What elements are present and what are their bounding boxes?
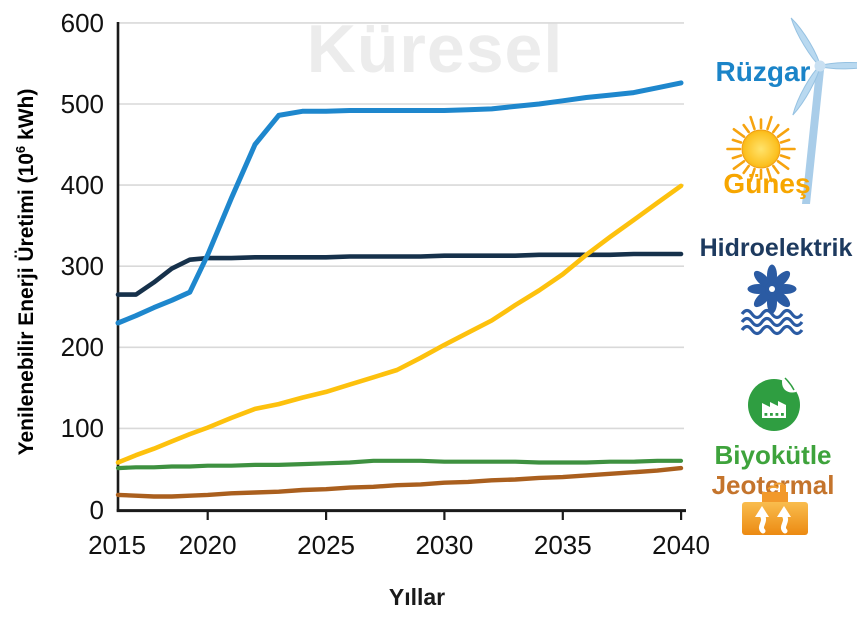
sun-ray (749, 167, 756, 183)
biomass-factory-icon (748, 374, 800, 431)
sun-ray (766, 115, 773, 131)
legend-label-biyokutle: Biyokütle (714, 440, 832, 470)
sun-ray (749, 115, 756, 131)
x-tick-2040: 2040 (652, 530, 711, 560)
gridlines (118, 22, 684, 430)
geothermal-icon (742, 482, 808, 535)
legend-label-hidroelektrik: Hidroelektrik (699, 234, 853, 262)
series-line-gunes (115, 183, 684, 465)
y-tick-600: 600 (60, 7, 104, 38)
sun-ray (742, 123, 751, 134)
y-tick-300: 300 (60, 251, 104, 282)
legend-label-gunes: Güneş (723, 168, 811, 199)
y-tick-100: 100 (60, 413, 104, 444)
x-tick-2030: 2030 (415, 530, 474, 560)
series-line-biyokutle (115, 458, 684, 471)
wind-turbine-icon (790, 17, 857, 204)
sun-ray (766, 167, 773, 183)
series-line-jeotermal (115, 465, 684, 499)
sun-ray (776, 127, 790, 139)
series-line-hidroelektrik (115, 251, 684, 297)
x-tick-2035: 2035 (533, 530, 592, 560)
axes (116, 22, 686, 513)
x-tick-2015: 2015 (88, 530, 146, 560)
y-tick-200: 200 (60, 332, 104, 363)
x-axis-title: Yıllar (388, 584, 446, 610)
legend-label-ruzgar: Rüzgar (715, 56, 811, 87)
series-line-ruzgar (115, 80, 684, 326)
sun-ray (732, 159, 746, 171)
x-tick-2020: 2020 (178, 530, 237, 560)
series-lines (115, 80, 684, 499)
sun-icon (726, 115, 796, 183)
sun-ray (731, 138, 743, 144)
sun-ray (776, 159, 790, 171)
x-axis-ticks (206, 511, 683, 520)
sun-ray (732, 127, 746, 139)
sun-ray (742, 164, 751, 175)
y-tick-400: 400 (60, 170, 104, 201)
sun-ray (771, 164, 780, 175)
x-tick-2025: 2025 (297, 530, 356, 560)
sun-ray (779, 138, 791, 144)
y-tick-0: 0 (89, 494, 104, 525)
y-axis-title: Yenilenebilir Enerji Üretimi (106 kWh) (13, 88, 38, 456)
y-tick-500: 500 (60, 89, 104, 119)
hydro-turbine-icon (740, 264, 804, 336)
sun-ray (731, 154, 743, 160)
sun-ray (771, 123, 780, 134)
sun-ray (779, 154, 791, 160)
